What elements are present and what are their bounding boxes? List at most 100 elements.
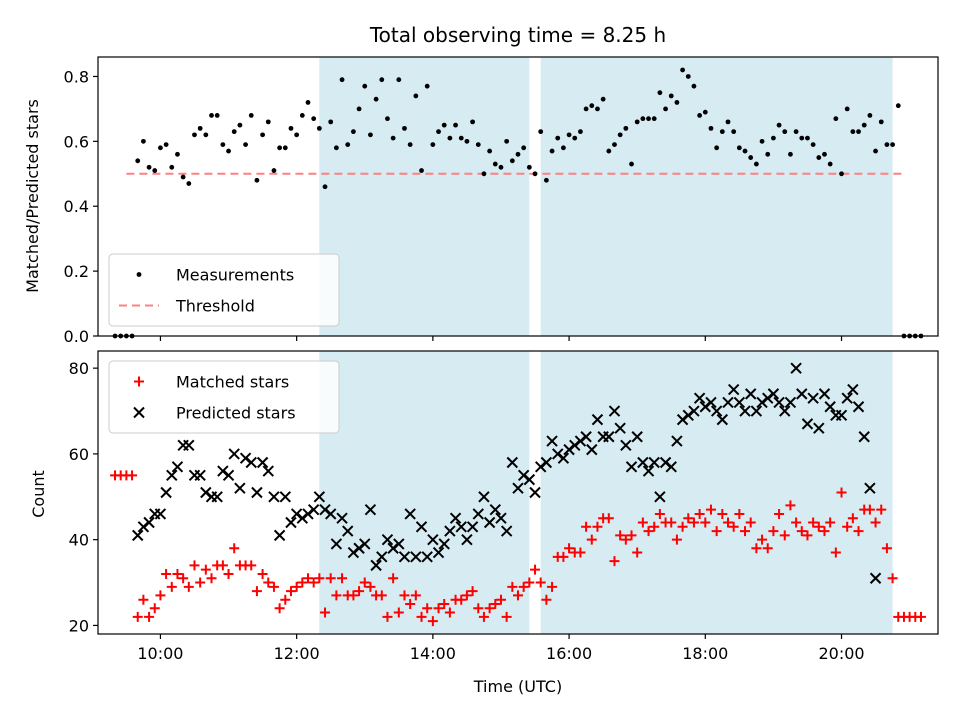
data-point xyxy=(745,517,756,528)
data-point xyxy=(368,132,373,138)
data-point xyxy=(521,145,527,151)
data-point xyxy=(163,142,169,147)
data-point xyxy=(700,517,711,528)
data-point xyxy=(141,138,146,144)
data-point xyxy=(365,581,376,592)
bottom-panel-plot-area xyxy=(110,362,926,627)
data-point xyxy=(388,573,399,584)
data-point xyxy=(796,388,808,400)
data-point xyxy=(557,452,570,464)
data-point xyxy=(654,508,665,519)
data-point xyxy=(402,125,407,131)
top-panel: 0.0 0.2 0.4 0.6 0.8 Measurements Threshold xyxy=(64,56,939,346)
data-point xyxy=(839,171,844,177)
data-point xyxy=(364,503,377,516)
data-point xyxy=(665,461,677,473)
data-point xyxy=(467,586,478,597)
top-axes-frame xyxy=(97,56,939,337)
data-point xyxy=(478,611,489,622)
data-point xyxy=(603,513,614,524)
data-point xyxy=(458,135,464,141)
data-point xyxy=(629,161,634,167)
data-point xyxy=(324,508,337,520)
data-point xyxy=(433,603,444,614)
data-point xyxy=(280,594,291,605)
data-point xyxy=(356,106,362,112)
data-point xyxy=(663,106,668,112)
data-point xyxy=(498,164,504,170)
data-point xyxy=(816,155,822,160)
data-point xyxy=(543,177,549,183)
data-point xyxy=(818,388,831,400)
data-point xyxy=(623,125,629,131)
data-point xyxy=(572,135,578,141)
x-tick-label: 10:00 xyxy=(137,644,183,663)
data-point xyxy=(501,611,512,622)
data-point xyxy=(867,112,873,118)
data-point xyxy=(444,525,456,537)
data-point xyxy=(648,456,660,469)
x-tick-label: 20:00 xyxy=(818,644,864,663)
data-point xyxy=(492,161,498,167)
data-point xyxy=(830,547,841,558)
data-point xyxy=(342,525,354,537)
x-tick-label: 16:00 xyxy=(546,644,592,663)
data-point xyxy=(776,122,782,128)
data-point xyxy=(313,491,326,503)
data-point xyxy=(504,138,510,144)
data-point xyxy=(160,486,172,499)
data-point xyxy=(822,151,827,157)
data-point xyxy=(702,109,708,115)
data-point xyxy=(578,129,583,135)
x-tick-label: 12:00 xyxy=(274,644,320,663)
data-point xyxy=(274,603,285,614)
data-point xyxy=(178,573,189,584)
data-point xyxy=(297,577,308,588)
data-point xyxy=(506,456,519,469)
data-point xyxy=(799,135,805,141)
data-point xyxy=(727,383,740,396)
bottom-series-x xyxy=(132,362,882,584)
data-point xyxy=(396,77,402,83)
data-point xyxy=(788,151,793,157)
data-point xyxy=(273,529,286,542)
data-point xyxy=(138,594,149,605)
data-point xyxy=(473,603,484,614)
data-point xyxy=(294,132,300,138)
legend-swatch xyxy=(134,376,144,387)
legend-label: Threshold xyxy=(175,297,255,316)
top-shaded-interval-1 xyxy=(319,57,530,336)
bottom-axes-frame xyxy=(97,350,939,635)
data-point xyxy=(407,142,413,147)
data-point xyxy=(194,469,206,482)
data-point xyxy=(404,508,416,520)
data-point xyxy=(456,594,467,605)
data-point xyxy=(547,581,558,592)
data-point xyxy=(631,431,643,443)
data-point xyxy=(354,586,365,597)
data-point xyxy=(229,543,240,554)
data-point xyxy=(674,100,680,105)
data-point xyxy=(722,396,734,409)
data-point xyxy=(740,526,751,537)
data-point xyxy=(558,551,569,562)
data-point xyxy=(228,448,240,460)
data-point xyxy=(257,568,268,579)
data-point xyxy=(614,422,626,434)
data-point xyxy=(852,401,865,413)
data-point xyxy=(608,405,621,417)
data-point xyxy=(895,103,901,109)
data-point xyxy=(784,396,797,409)
data-point xyxy=(691,83,697,89)
data-point xyxy=(657,90,663,96)
legend-label: Predicted stars xyxy=(176,404,296,423)
data-point xyxy=(339,77,345,83)
data-point xyxy=(311,116,317,122)
data-point xyxy=(671,435,683,447)
data-point xyxy=(373,96,379,102)
data-point xyxy=(422,603,433,614)
data-point xyxy=(813,521,824,532)
data-point xyxy=(268,581,279,592)
data-point xyxy=(405,598,416,609)
data-point xyxy=(206,573,217,584)
